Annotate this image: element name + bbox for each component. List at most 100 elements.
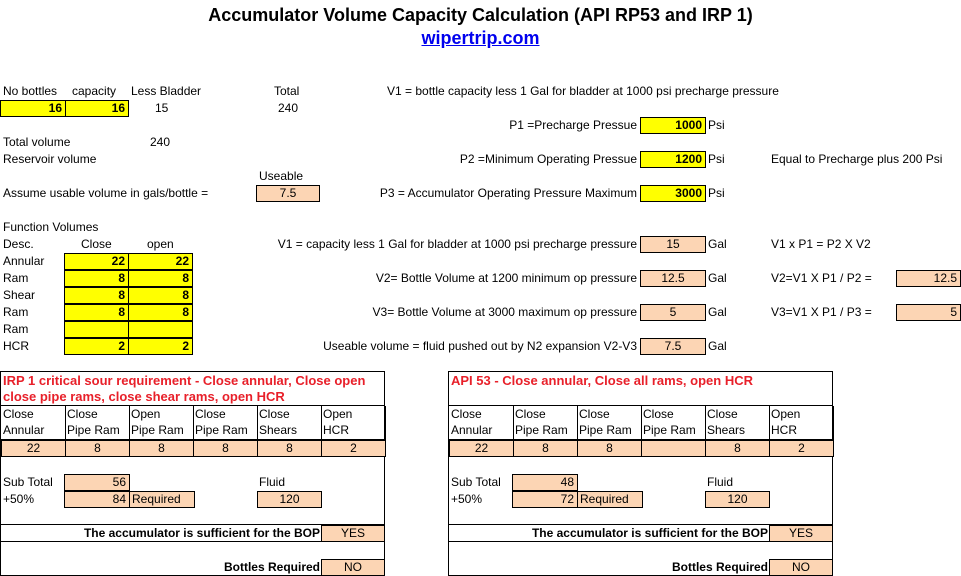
irp-column-header: Close Annular: [1, 406, 66, 440]
no-bottles-header: No bottles: [3, 84, 58, 98]
function-close-input[interactable]: [64, 321, 129, 338]
function-open-input[interactable]: 8: [128, 287, 193, 304]
api-function-value: 2: [769, 440, 834, 457]
formula-v3-value: 5: [896, 304, 961, 321]
pressure-p1-label: P1 =Precharge Pressue: [509, 118, 637, 132]
irp-function-value: 2: [321, 440, 386, 457]
irp-function-value: 22: [1, 440, 66, 457]
v3-unit: Gal: [708, 305, 727, 319]
irp-function-value: 8: [257, 440, 322, 457]
api-fluid-value: 120: [705, 491, 770, 508]
pressure-p3-unit: Psi: [708, 186, 725, 200]
irp-column-header: Close Pipe Ram: [193, 406, 258, 440]
useable-value: 7.5: [256, 185, 320, 202]
api-column-header-line1: Close: [707, 407, 738, 421]
pressure-p3-input[interactable]: 3000: [640, 185, 706, 202]
no-bottles-input[interactable]: 16: [0, 100, 66, 117]
function-row-label: Annular: [3, 254, 45, 268]
useable-volume-label: Useable volume = fluid pushed out by N2 …: [323, 339, 637, 353]
api-sufficient-label: The accumulator is sufficient for the BO…: [531, 526, 768, 540]
total-header: Total: [274, 84, 300, 98]
irp-subtotal-value: 56: [64, 474, 130, 491]
v2-value: 12.5: [640, 270, 706, 287]
api-column-header-line1: Close: [451, 407, 482, 421]
function-open-input[interactable]: 22: [128, 253, 193, 270]
api-column-header: Close Shears: [705, 406, 770, 440]
irp-column-header-line2: HCR: [323, 423, 349, 437]
irp-column-header: Close Shears: [257, 406, 322, 440]
function-row-label: Shear: [3, 288, 36, 302]
irp-column-header-line2: Shears: [259, 423, 298, 437]
total-value: 240: [278, 101, 299, 115]
function-open-input[interactable]: 8: [128, 270, 193, 287]
irp-fluid-value: 120: [257, 491, 322, 508]
v1-note: V1 = bottle capacity less 1 Gal for blad…: [387, 84, 779, 98]
function-open-input[interactable]: [128, 321, 193, 338]
irp-plus50-value: 84: [64, 491, 130, 508]
reservoir-volume-label: Reservoir volume: [3, 152, 97, 166]
page-title: Accumulator Volume Capacity Calculation …: [208, 5, 753, 25]
api-subtotal-label: Sub Total: [451, 475, 501, 489]
function-row-label: Ram: [3, 322, 29, 336]
irp-function-value: 8: [65, 440, 130, 457]
useable-volume-value: 7.5: [640, 338, 706, 355]
irp-column-header: Open HCR: [321, 406, 386, 440]
v1-value: 15: [640, 236, 706, 253]
api-required-label: Required: [577, 491, 643, 508]
total-volume-value: 240: [150, 135, 171, 149]
v2-unit: Gal: [708, 271, 727, 285]
api-column-header: Close Pipe Ram: [641, 406, 706, 440]
pressure-p1-input[interactable]: 1000: [640, 117, 706, 134]
irp-column-header-line1: Close: [259, 407, 290, 421]
api-column-header-line1: Open: [771, 407, 801, 421]
api-column-header: Close Pipe Ram: [513, 406, 578, 440]
api-column-header-line2: Pipe Ram: [579, 423, 632, 437]
irp-required-label: Required: [129, 491, 195, 508]
irp-column-header-line1: Close: [67, 407, 98, 421]
pressure-p2-unit: Psi: [708, 152, 725, 166]
api-plus50-label: +50%: [451, 492, 483, 506]
api-function-value: 8: [705, 440, 770, 457]
capacity-header: capacity: [72, 84, 117, 98]
irp-subtotal-label: Sub Total: [3, 475, 53, 489]
formula-v1p1: V1 x P1 = P2 X V2: [771, 237, 871, 251]
capacity-input[interactable]: 16: [65, 100, 129, 117]
irp-sufficient-label: The accumulator is sufficient for the BO…: [83, 526, 320, 540]
api-column-header-line2: HCR: [771, 423, 797, 437]
irp-function-value: 8: [129, 440, 194, 457]
function-close-input[interactable]: 2: [64, 338, 129, 355]
less-bladder-value: 15: [155, 101, 169, 115]
api-column-header-line2: Pipe Ram: [515, 423, 568, 437]
function-close-input[interactable]: 8: [64, 270, 129, 287]
pressure-p2-input[interactable]: 1200: [640, 151, 706, 168]
api-function-value: 8: [577, 440, 642, 457]
function-close-input[interactable]: 8: [64, 304, 129, 321]
irp-column-header-line1: Open: [131, 407, 161, 421]
irp-column-header: Close Pipe Ram: [65, 406, 130, 440]
api-function-value: 22: [449, 440, 514, 457]
irp-plus50-label: +50%: [3, 492, 35, 506]
api-column-header: Close Annular: [449, 406, 514, 440]
function-row-label: Ram: [3, 271, 29, 285]
v3-label: V3= Bottle Volume at 3000 maximum op pre…: [372, 305, 637, 319]
irp-sufficient-value: YES: [321, 525, 385, 542]
function-close-input[interactable]: 8: [64, 287, 129, 304]
formula-v2-value: 12.5: [896, 270, 961, 287]
api-column-header-line1: Close: [515, 407, 546, 421]
function-close-input[interactable]: 22: [64, 253, 129, 270]
function-open-input[interactable]: 2: [128, 338, 193, 355]
function-volumes-title: Function Volumes: [3, 220, 99, 234]
pressure-p2-note: Equal to Precharge plus 200 Psi: [771, 152, 943, 166]
close-header: Close: [81, 237, 112, 251]
formula-v3-label: V3=V1 X P1 / P3 =: [771, 305, 872, 319]
formula-v2-label: V2=V1 X P1 / P2 =: [771, 271, 872, 285]
api-fluid-label: Fluid: [707, 475, 734, 489]
function-open-input[interactable]: 8: [128, 304, 193, 321]
api-column-header-line1: Close: [643, 407, 674, 421]
wipertrip-link[interactable]: wipertrip.com: [421, 28, 540, 48]
useable-volume-unit: Gal: [708, 339, 727, 353]
irp-column-header: Open Pipe Ram: [129, 406, 194, 440]
irp-column-header-line2: Pipe Ram: [131, 423, 184, 437]
function-row-label: Ram: [3, 305, 29, 319]
api-column-header-line1: Close: [579, 407, 610, 421]
